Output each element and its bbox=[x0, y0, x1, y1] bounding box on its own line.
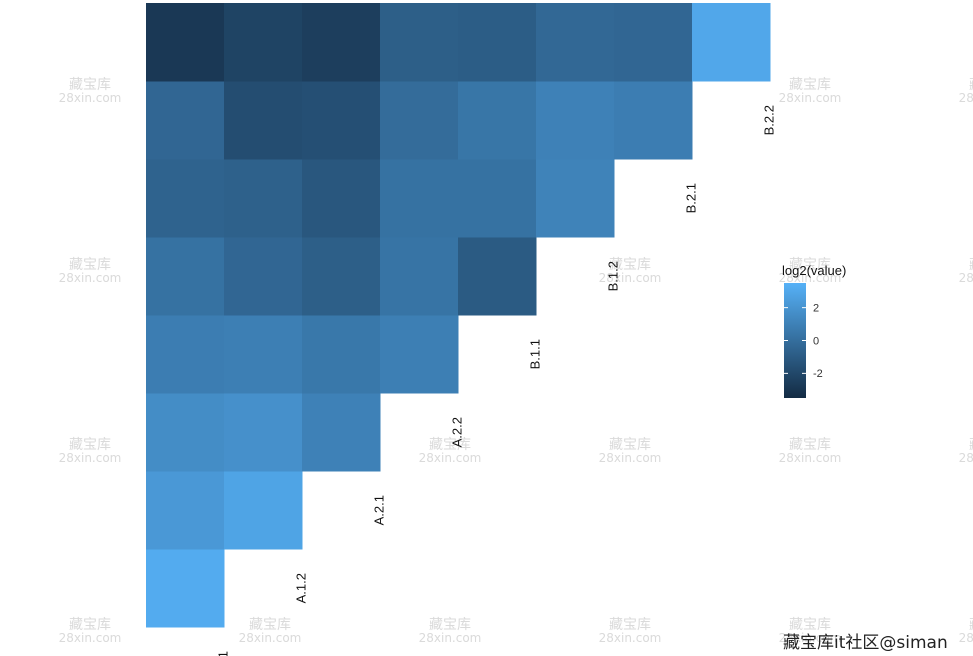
watermark-text: 藏宝库 bbox=[789, 77, 831, 93]
color-legend: log2(value) -2 0 2 bbox=[782, 263, 846, 398]
heatmap-cell-B.1.2-B.1.2 bbox=[536, 159, 615, 238]
heatmap-cell-A.1.2-A.2.1 bbox=[224, 393, 303, 472]
heatmap-cell-A.2.2-B.1.1 bbox=[380, 237, 459, 316]
watermark-text: 藏宝库 bbox=[429, 437, 471, 453]
heatmap-cell-A.2.2-B.2.1 bbox=[380, 81, 459, 160]
diag-label-A.1.2: A.1.2 bbox=[294, 573, 309, 603]
diag-label-B.2.1: B.2.1 bbox=[684, 183, 699, 213]
heatmap-cell-A.1.2-A.2.2 bbox=[224, 315, 303, 394]
watermark-text: 藏宝库 bbox=[69, 257, 111, 273]
heatmap-cell-B.1.1-B.2.2 bbox=[458, 3, 537, 82]
legend-tick-label: -2 bbox=[813, 368, 823, 380]
legend-tick-label: 0 bbox=[813, 335, 819, 347]
watermark-text: 藏宝库 bbox=[69, 617, 111, 633]
legend-title: log2(value) bbox=[782, 263, 846, 278]
heatmap-cell-A.2.2-B.1.2 bbox=[380, 159, 459, 238]
heatmap-cells bbox=[146, 3, 771, 628]
watermark-subtext: 28xin.com bbox=[599, 631, 662, 645]
diag-label-A.2.1: A.2.1 bbox=[372, 495, 387, 525]
watermark-subtext: 28xin.com bbox=[419, 631, 482, 645]
legend-tick-label: 2 bbox=[813, 302, 819, 314]
heatmap-cell-B.1.1-B.2.1 bbox=[458, 81, 537, 160]
watermark-subtext: 28xin.com bbox=[959, 91, 973, 105]
heatmap-cell-B.2.1-B.2.1 bbox=[614, 81, 693, 160]
watermark-text: 藏宝库 bbox=[609, 617, 651, 633]
heatmap-cell-B.1.1-B.1.1 bbox=[458, 237, 537, 316]
watermark-subtext: 28xin.com bbox=[419, 451, 482, 465]
diagonal-labels: A.1.1 A.1.2 A.2.1 A.2.2 B.1.1 B.1.2 B.2.1 B.2.2 bbox=[216, 105, 777, 656]
watermark-subtext: 28xin.com bbox=[239, 631, 302, 645]
heatmap-cell-B.2.2-B.2.2 bbox=[692, 3, 771, 82]
watermark-text: 藏宝库 bbox=[969, 77, 973, 93]
heatmap-cell-B.1.2-B.2.2 bbox=[536, 3, 615, 82]
diag-label-B.1.2: B.1.2 bbox=[606, 261, 621, 291]
heatmap-cell-A.1.1-B.1.1 bbox=[146, 237, 225, 316]
watermark-text: 藏宝库 bbox=[609, 257, 651, 273]
heatmap-cell-A.1.2-B.1.2 bbox=[224, 159, 303, 238]
watermark-subtext: 28xin.com bbox=[959, 631, 973, 645]
watermark-text: 藏宝库 bbox=[789, 617, 831, 633]
heatmap-cell-A.1.1-A.2.1 bbox=[146, 393, 225, 472]
heatmap-cell-A.2.2-B.2.2 bbox=[380, 3, 459, 82]
heatmap-cell-A.1.1-A.1.2 bbox=[146, 471, 225, 550]
watermark-text: 藏宝库 bbox=[969, 437, 973, 453]
watermark-text: 藏宝库 bbox=[969, 257, 973, 273]
heatmap-cell-B.1.2-B.2.1 bbox=[536, 81, 615, 160]
heatmap-cell-A.1.2-B.2.1 bbox=[224, 81, 303, 160]
heatmap-cell-A.2.1-A.2.1 bbox=[302, 393, 381, 472]
heatmap-cell-B.1.1-B.1.2 bbox=[458, 159, 537, 238]
watermark-subtext: 28xin.com bbox=[59, 631, 122, 645]
heatmap-cell-A.2.1-B.2.2 bbox=[302, 3, 381, 82]
heatmap-cell-A.1.2-A.1.2 bbox=[224, 471, 303, 550]
watermark-subtext: 28xin.com bbox=[599, 451, 662, 465]
credit-text: 藏宝库it社区@siman bbox=[783, 633, 948, 653]
heatmap-cell-B.2.1-B.2.2 bbox=[614, 3, 693, 82]
watermark-text: 藏宝库 bbox=[789, 437, 831, 453]
heatmap-cell-A.2.2-A.2.2 bbox=[380, 315, 459, 394]
diag-label-B.2.2: B.2.2 bbox=[762, 105, 777, 135]
heatmap-cell-A.2.1-B.2.1 bbox=[302, 81, 381, 160]
watermark-text: 藏宝库 bbox=[969, 617, 973, 633]
watermark-subtext: 28xin.com bbox=[599, 271, 662, 285]
diag-label-A.1.1: A.1.1 bbox=[216, 651, 231, 656]
watermark-subtext: 28xin.com bbox=[779, 451, 842, 465]
watermark-text: 藏宝库 bbox=[69, 437, 111, 453]
heatmap-cell-A.2.1-B.1.1 bbox=[302, 237, 381, 316]
watermark-subtext: 28xin.com bbox=[59, 271, 122, 285]
heatmap-cell-A.2.1-B.1.2 bbox=[302, 159, 381, 238]
heatmap-cell-A.1.1-B.2.2 bbox=[146, 3, 225, 82]
watermark-text: 藏宝库 bbox=[249, 617, 291, 633]
heatmap-cell-A.1.1-B.2.1 bbox=[146, 81, 225, 160]
watermark-text: 藏宝库 bbox=[429, 617, 471, 633]
heatmap-cell-A.1.2-B.2.2 bbox=[224, 3, 303, 82]
diag-label-B.1.1: B.1.1 bbox=[528, 339, 543, 369]
watermark-subtext: 28xin.com bbox=[959, 271, 973, 285]
watermark-subtext: 28xin.com bbox=[959, 451, 973, 465]
watermark-text: 藏宝库 bbox=[609, 437, 651, 453]
watermark-text: 藏宝库 bbox=[69, 77, 111, 93]
heatmap-cell-A.1.1-B.1.2 bbox=[146, 159, 225, 238]
watermark-subtext: 28xin.com bbox=[59, 451, 122, 465]
watermark-subtext: 28xin.com bbox=[779, 631, 842, 645]
heatmap-cell-A.1.2-B.1.1 bbox=[224, 237, 303, 316]
watermark-text: 藏宝库 bbox=[789, 257, 831, 273]
watermark-subtext: 28xin.com bbox=[779, 271, 842, 285]
watermark-subtext: 28xin.com bbox=[59, 91, 122, 105]
watermark-subtext: 28xin.com bbox=[779, 91, 842, 105]
heatmap-cell-A.1.1-A.1.1 bbox=[146, 549, 225, 628]
diag-label-A.2.2: A.2.2 bbox=[450, 417, 465, 447]
heatmap-cell-A.1.1-A.2.2 bbox=[146, 315, 225, 394]
legend-colorbar bbox=[784, 283, 806, 398]
heatmap-cell-A.2.1-A.2.2 bbox=[302, 315, 381, 394]
